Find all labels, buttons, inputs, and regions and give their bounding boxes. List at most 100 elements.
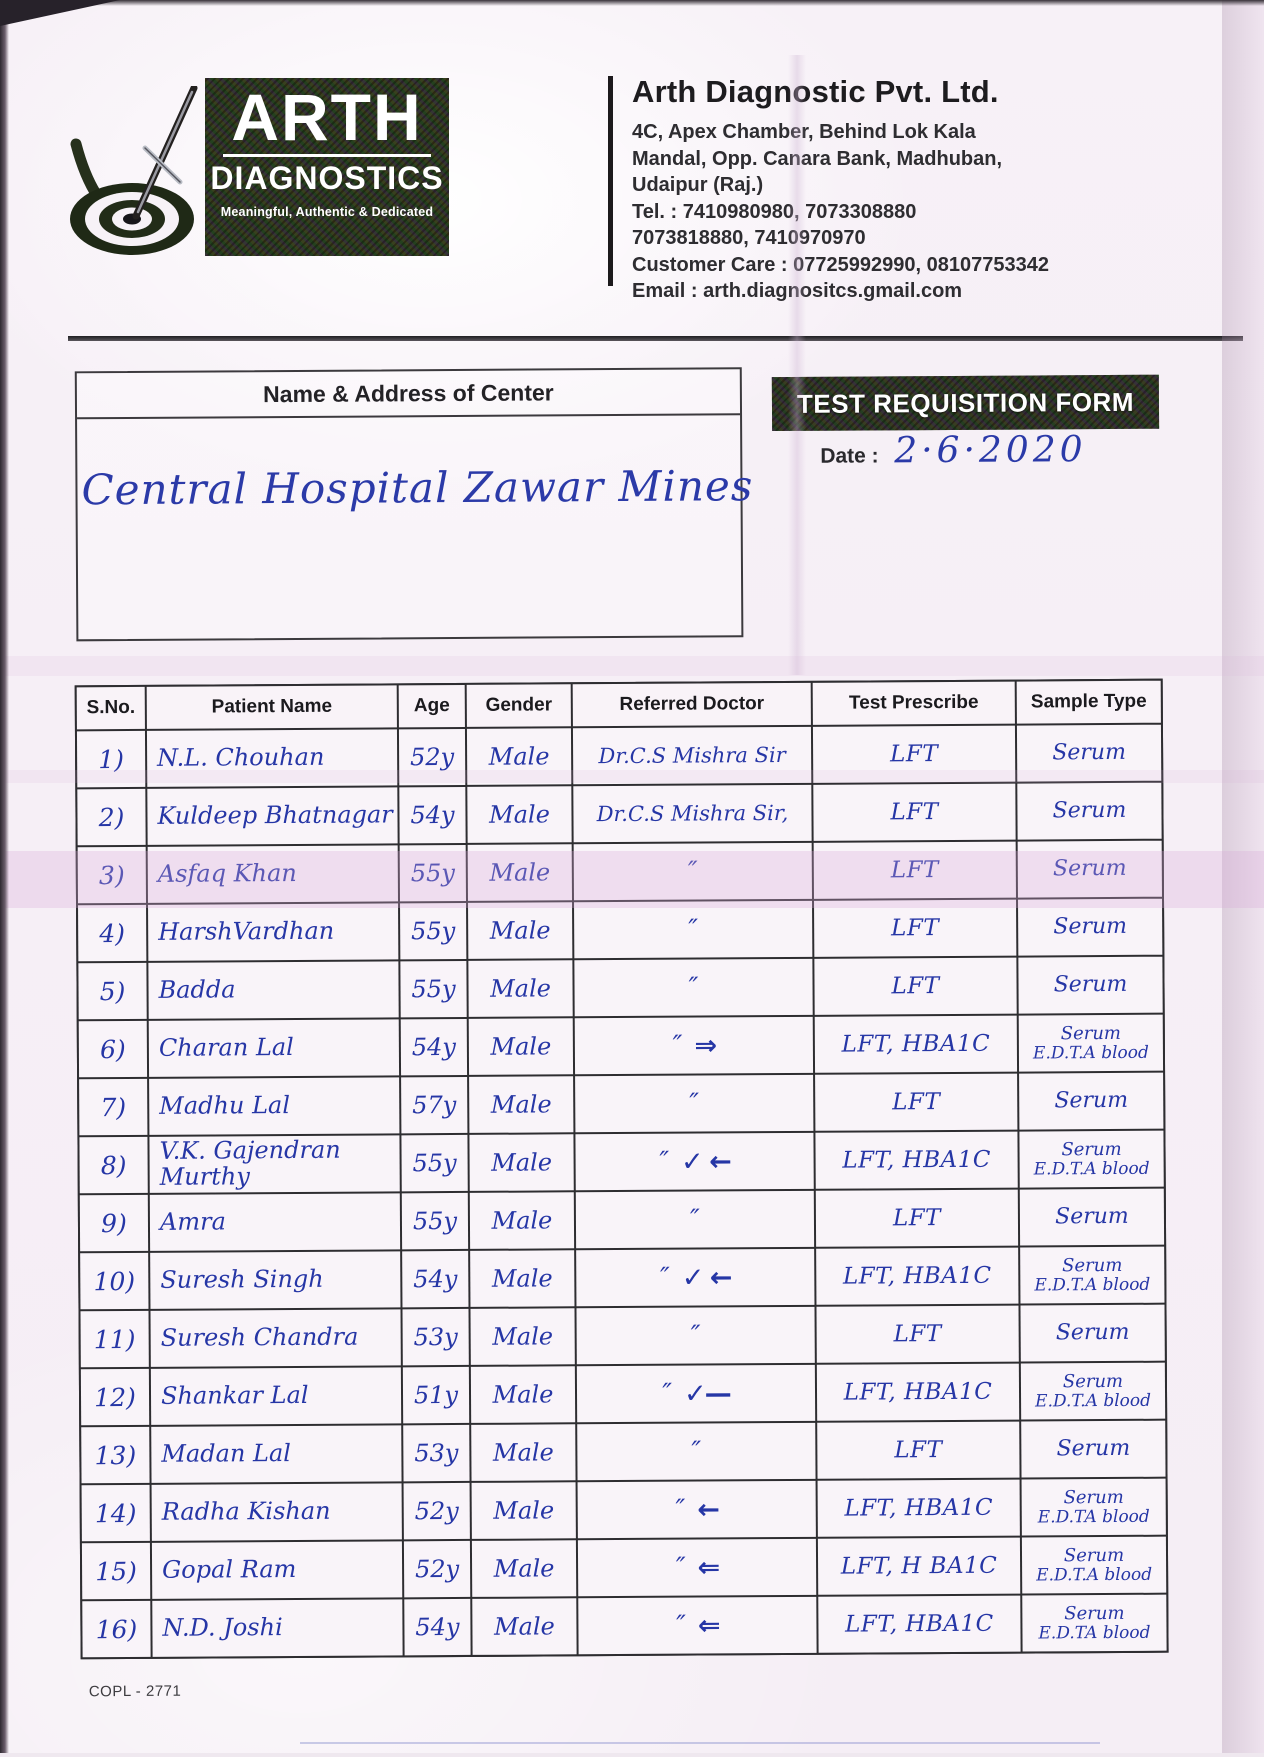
age-cell: 55y: [400, 960, 467, 1018]
test-prescribe-cell: LFT, HBA1C: [814, 1015, 1018, 1073]
sample-type-cell: Serum: [1017, 782, 1162, 840]
column-header-test-prescribe: Test Prescribe: [812, 681, 1015, 725]
paper-crease: [788, 55, 806, 675]
doctor-text: ″: [662, 1378, 673, 1409]
sample-line-1: Serum: [1053, 971, 1128, 998]
age-cell: 53y: [402, 1308, 469, 1366]
test-prescribe-cell: LFT: [816, 1305, 1019, 1363]
sno-cell: 4): [78, 904, 147, 962]
doctor-text: ″: [690, 1204, 700, 1235]
sample-line-1: Serum: [1062, 1370, 1124, 1393]
sample-line-2: E.D.TA blood: [1038, 1622, 1151, 1644]
gender-cell: Male: [471, 1482, 576, 1539]
sno-cell: 2): [77, 788, 146, 846]
referred-doctor-cell: ″ ✓—: [576, 1364, 816, 1423]
gender-cell: Male: [467, 786, 572, 843]
test-prescribe-cell: LFT: [814, 899, 1017, 957]
sno-cell: 14): [81, 1484, 150, 1542]
age-cell: 51y: [402, 1366, 470, 1424]
scan-edge-left: [0, 0, 9, 1753]
horizontal-rule: [68, 336, 1243, 341]
doctor-text: ″: [691, 1436, 702, 1467]
age-cell: 55y: [401, 1134, 468, 1192]
referred-doctor-cell: ″: [577, 1422, 816, 1481]
test-prescribe-cell: LFT: [813, 783, 1016, 841]
logo-tagline: Meaningful, Authentic & Dedicated: [220, 204, 434, 219]
scan-color-band: [0, 656, 1264, 676]
sample-type-cell: Serum E.D.TA blood: [1021, 1478, 1166, 1536]
sample-line-1: Serum: [1061, 1138, 1122, 1161]
sample-line-1: Serum: [1062, 1254, 1123, 1277]
center-box-header: Name & Address of Center: [76, 369, 741, 420]
doctor-annotation-mark: ⇐: [697, 1551, 719, 1584]
referred-doctor-cell: ″: [574, 958, 813, 1017]
patient-name-cell: Suresh Singh: [150, 1251, 401, 1309]
sample-line-1: Serum: [1055, 1203, 1129, 1230]
paper-fold-edge: [1222, 0, 1264, 1753]
sno-cell: 6): [78, 1020, 148, 1078]
referred-doctor-cell: ″ ⇒: [574, 1016, 814, 1075]
sample-line-1: Serum: [1064, 1602, 1125, 1625]
doctor-text: Dr.C.S Mishra Sir,: [596, 800, 789, 827]
logo-divider: [223, 154, 431, 157]
test-prescribe-cell: LFT: [815, 1189, 1019, 1247]
sample-type-cell: Serum: [1020, 1304, 1165, 1362]
company-name: Arth Diagnostic Pvt. Ltd.: [632, 74, 999, 109]
doctor-annotation-mark: ✓ ←: [681, 1145, 730, 1178]
patient-name-cell: Badda: [148, 961, 399, 1019]
doctor-text: ″: [688, 914, 699, 945]
header-divider-bar: [608, 76, 613, 286]
sample-line-2: E.D.T.A blood: [1034, 1274, 1151, 1296]
gender-cell: Male: [472, 1598, 577, 1655]
company-email-line: Email : arth.diagnositcs.gmail.com: [632, 280, 963, 302]
patient-name-cell: Madhu Lal: [149, 1077, 400, 1135]
company-address-line: Mandal, Opp. Canara Bank, Madhuban,: [632, 147, 1003, 170]
age-cell: 54y: [402, 1250, 469, 1308]
patient-name-cell: V.K. Gajendran Murthy: [149, 1135, 400, 1193]
age-cell: 55y: [400, 902, 467, 960]
sample-line-2: E.D.T.A blood: [1033, 1158, 1150, 1180]
test-prescribe-cell: LFT, H BA1C: [817, 1537, 1021, 1595]
test-prescribe-cell: LFT: [815, 1073, 1018, 1131]
age-cell: 54y: [404, 1598, 471, 1656]
scan-edge-top: [0, 0, 1264, 6]
sample-line-2: E.D.TA blood: [1037, 1506, 1150, 1528]
sno-cell: 11): [80, 1310, 149, 1368]
age-cell: 52y: [403, 1540, 471, 1598]
sample-line-2: E.D.T.A blood: [1035, 1390, 1152, 1412]
doctor-text: ″: [660, 1262, 670, 1293]
doctor-text: Dr.C.S Mishra Sir: [598, 742, 786, 769]
sample-type-cell: Serum: [1021, 1420, 1166, 1478]
age-cell: 57y: [401, 1076, 468, 1134]
sample-type-cell: Serum: [1019, 1072, 1164, 1130]
sample-line-2: E.D.T.A blood: [1036, 1564, 1153, 1586]
test-prescribe-cell: LFT, HBA1C: [816, 1247, 1019, 1305]
age-cell: 54y: [400, 1018, 468, 1076]
patient-name-cell: N.D. Joshi: [152, 1599, 403, 1657]
patient-name-cell: Shankar Lal: [150, 1367, 402, 1425]
age-cell: 53y: [403, 1424, 470, 1482]
referred-doctor-cell: ″ ✓ ←: [575, 1132, 814, 1191]
referred-doctor-cell: ″ ✓ ←: [576, 1248, 815, 1307]
gender-cell: Male: [469, 1134, 574, 1191]
sample-type-cell: Serum E.D.T.A blood: [1020, 1362, 1166, 1420]
patient-name-cell: Gopal Ram: [151, 1541, 403, 1599]
referred-doctor-cell: ″: [575, 1074, 814, 1133]
age-cell: 55y: [401, 1192, 469, 1250]
scan-edge-bottom: [300, 1742, 1100, 1744]
sno-cell: 5): [78, 962, 147, 1020]
referred-doctor-cell: ″ ⇐: [578, 1596, 817, 1655]
gender-cell: Male: [468, 902, 573, 959]
company-customer-care-line: Customer Care : 07725992990, 08107753342: [632, 253, 1049, 276]
column-header-referred-doctor: Referred Doctor: [572, 682, 811, 727]
gender-cell: Male: [468, 1018, 574, 1075]
sample-type-cell: Serum: [1019, 1188, 1165, 1246]
patient-name-cell: Madan Lal: [151, 1425, 402, 1483]
sno-cell: 15): [81, 1542, 151, 1600]
sno-cell: 7): [79, 1078, 148, 1136]
patient-name-cell: Suresh Chandra: [150, 1309, 401, 1367]
sample-line-1: Serum: [1055, 1319, 1130, 1346]
handwritten-date: 2·6·2020: [894, 429, 1087, 472]
arth-logo: ARTH DIAGNOSTICS Meaningful, Authentic &…: [205, 78, 449, 256]
